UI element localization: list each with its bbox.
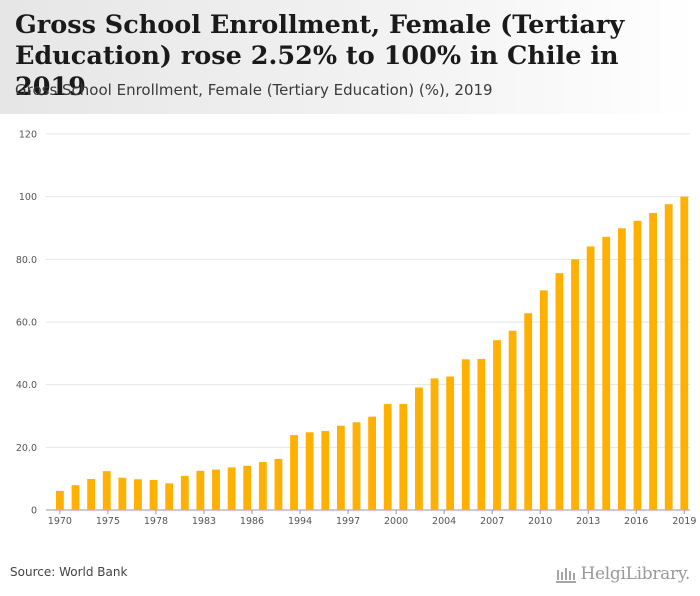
bar [680, 196, 689, 510]
bar [446, 376, 455, 510]
x-tick-label: 2016 [624, 516, 648, 527]
header-banner: Gross School Enrollment, Female (Tertiar… [0, 0, 700, 114]
bar [649, 212, 657, 510]
x-tick-label: 1994 [288, 516, 312, 527]
chart-subtitle: Gross School Enrollment, Female (Tertiar… [15, 81, 493, 99]
bar [212, 469, 220, 510]
chart-title: Gross School Enrollment, Female (Tertiar… [15, 10, 625, 102]
logo-text: HelgiLibrary. [580, 564, 691, 584]
y-tick-label: 0 [31, 506, 37, 517]
x-tick-label: 2019 [672, 516, 696, 527]
bar [290, 435, 298, 510]
bar [477, 358, 486, 510]
bar [586, 246, 595, 510]
x-tick-label: 1978 [144, 516, 168, 527]
bar [165, 483, 174, 510]
x-tick-label: 1983 [192, 516, 216, 527]
bar [243, 465, 252, 510]
x-tick-label: 1975 [96, 516, 120, 527]
bar [524, 313, 533, 510]
bar [664, 204, 673, 510]
bar [399, 404, 408, 510]
bar [539, 290, 548, 510]
y-tick-label: 20.0 [16, 443, 37, 454]
x-tick-label: 2013 [576, 516, 600, 527]
helgi-library-logo[interactable]: HelgiLibrary. [555, 560, 691, 588]
source-note: Source: World Bank [10, 565, 128, 579]
x-tick-label: 2000 [384, 516, 408, 527]
x-tick-label: 2010 [528, 516, 552, 527]
bars [56, 196, 689, 511]
bar [321, 431, 330, 510]
x-tick-label: 2004 [432, 516, 456, 527]
bar [352, 422, 361, 510]
x-axis: 1970 1975 1978 1983 1986 1994 1997 2000 2004 2007… [48, 510, 696, 527]
bar [383, 404, 392, 510]
bar [118, 477, 127, 510]
bar [149, 479, 158, 510]
y-axis: 0 20.0 40.0 60.0 80.0 100 120 [16, 130, 37, 517]
bar [56, 490, 64, 510]
bar [274, 458, 283, 510]
y-tick-label: 100 [19, 192, 37, 203]
bar [617, 228, 626, 510]
bar [196, 470, 205, 510]
bar-chart: 0 20.0 40.0 60.0 80.0 100 120 1970 1975 1978 1983… [16, 130, 697, 528]
bar [71, 485, 80, 510]
bar [508, 330, 517, 510]
bar [633, 220, 642, 510]
bar [336, 425, 345, 510]
library-columns-icon [555, 568, 576, 583]
bar [430, 378, 439, 510]
gridlines [46, 133, 690, 511]
y-tick-label: 80.0 [16, 255, 37, 266]
bar [571, 259, 579, 510]
x-tick-label: 1986 [240, 516, 264, 527]
x-tick-label: 1970 [48, 516, 72, 527]
bar [602, 236, 611, 511]
bar [258, 462, 267, 510]
bar [180, 475, 189, 510]
y-tick-label: 40.0 [16, 380, 37, 391]
x-tick-label: 1997 [336, 516, 360, 527]
bar [368, 416, 376, 510]
x-tick-label: 2007 [480, 516, 504, 527]
bar [305, 432, 314, 510]
y-tick-label: 60.0 [16, 318, 37, 329]
bar [87, 478, 96, 510]
bar [555, 273, 564, 510]
bar [493, 340, 501, 510]
bar [227, 467, 236, 510]
bar [102, 471, 111, 510]
bar [461, 359, 470, 510]
bar [415, 387, 423, 510]
y-tick-label: 120 [19, 130, 37, 141]
bar [134, 479, 142, 510]
